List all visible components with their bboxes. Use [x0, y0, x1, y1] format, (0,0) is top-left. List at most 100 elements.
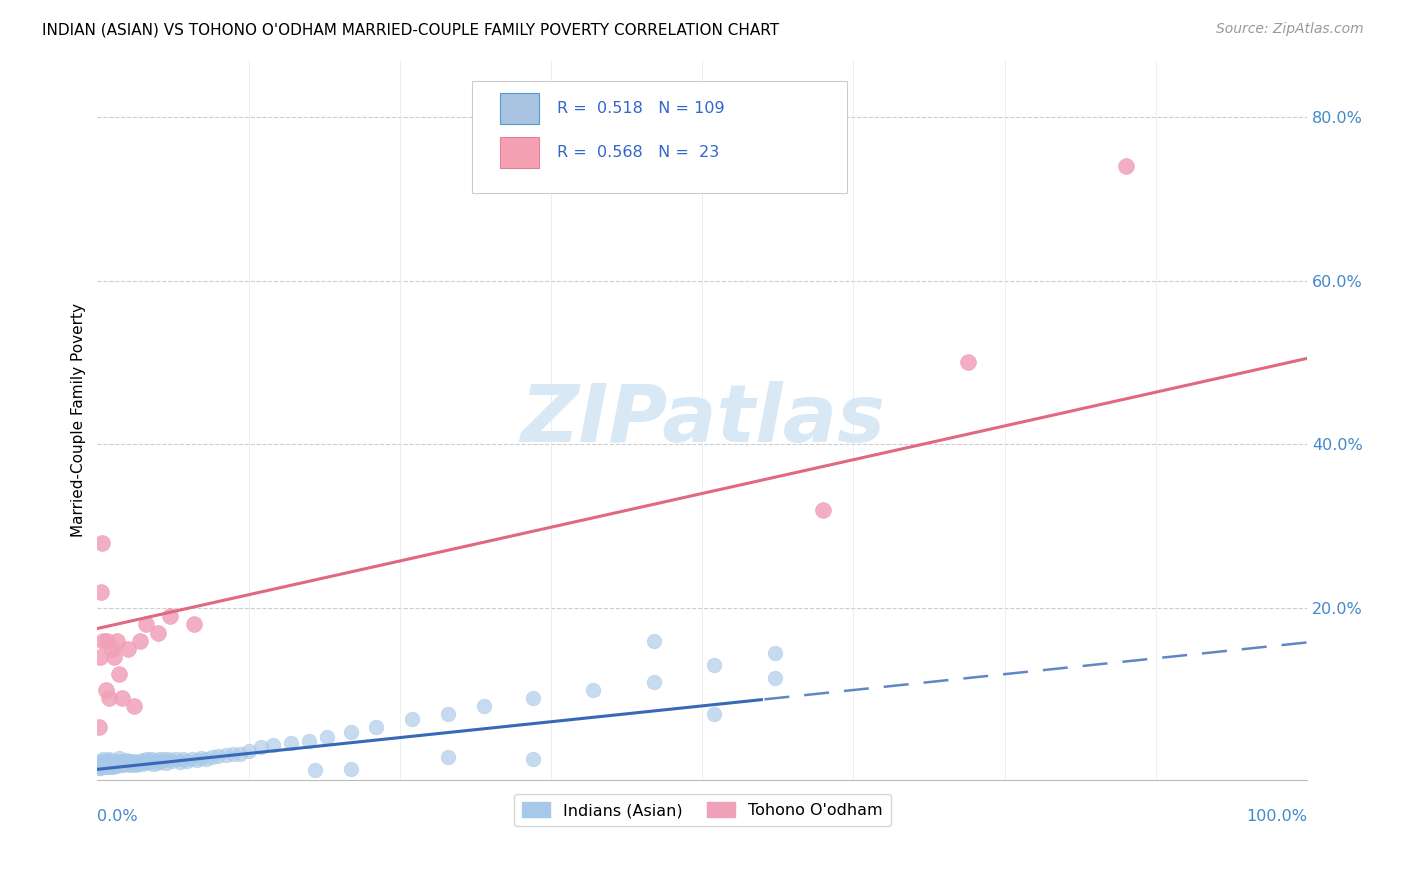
Point [139, 752, 162, 766]
Point [105, 759, 128, 773]
Point [89, 761, 111, 775]
FancyBboxPatch shape [472, 81, 848, 193]
Point [582, 682, 605, 697]
Point [97, 756, 120, 771]
Point [110, 756, 132, 770]
Point [195, 752, 218, 766]
Point [522, 752, 544, 766]
Point [108, 751, 131, 765]
Point [401, 712, 423, 726]
Point [129, 754, 152, 768]
Point [703, 707, 725, 722]
Point [97, 754, 120, 768]
Text: Source: ZipAtlas.com: Source: ZipAtlas.com [1216, 22, 1364, 37]
Point [94, 754, 117, 768]
Point [127, 757, 149, 772]
Point [90, 584, 112, 599]
Point [169, 755, 191, 769]
Point [180, 752, 202, 766]
Point [121, 757, 143, 772]
Point [957, 355, 980, 369]
Point [643, 674, 665, 689]
Point [148, 752, 170, 766]
Point [103, 650, 125, 665]
Point [91, 756, 114, 771]
Point [114, 757, 136, 772]
Point [96, 753, 118, 767]
Point [763, 671, 786, 685]
Point [104, 754, 127, 768]
Point [176, 754, 198, 768]
Point [101, 755, 124, 769]
Point [127, 755, 149, 769]
Point [763, 646, 786, 660]
Point [90, 759, 112, 773]
Point [172, 752, 194, 766]
Point [90, 756, 112, 771]
Point [304, 763, 326, 777]
Point [201, 750, 224, 764]
Point [103, 759, 125, 773]
Point [122, 699, 145, 714]
Text: R =  0.518   N = 109: R = 0.518 N = 109 [557, 102, 724, 117]
Point [89, 758, 111, 772]
Point [364, 720, 387, 734]
Text: 0.0%: 0.0% [97, 809, 138, 824]
Point [105, 633, 128, 648]
Point [145, 756, 167, 770]
Point [131, 757, 153, 772]
Point [316, 730, 339, 744]
Point [124, 758, 146, 772]
Point [105, 755, 128, 769]
Text: ZIPatlas: ZIPatlas [520, 381, 884, 458]
Point [128, 633, 150, 648]
Point [97, 760, 120, 774]
Point [222, 747, 245, 761]
Point [108, 666, 131, 681]
Point [138, 755, 160, 769]
Point [135, 756, 157, 770]
Text: R =  0.568   N =  23: R = 0.568 N = 23 [557, 145, 720, 160]
Point [94, 757, 117, 772]
Point [238, 744, 260, 758]
Point [93, 754, 115, 768]
Point [190, 751, 212, 765]
Point [103, 756, 125, 770]
Point [93, 755, 115, 769]
Point [162, 754, 184, 768]
Point [280, 736, 302, 750]
Legend: Indians (Asian), Tohono O'odham: Indians (Asian), Tohono O'odham [513, 794, 891, 826]
Point [153, 752, 176, 766]
Point [98, 759, 121, 773]
Point [93, 759, 115, 773]
Point [98, 691, 121, 706]
Point [522, 691, 544, 706]
Point [98, 756, 121, 770]
Point [159, 609, 181, 624]
Point [101, 756, 124, 771]
Point [340, 725, 363, 739]
Point [117, 756, 139, 771]
Point [262, 738, 284, 752]
Point [118, 758, 141, 772]
Point [157, 752, 180, 766]
Point [93, 756, 115, 771]
Point [249, 740, 271, 755]
Point [142, 756, 165, 771]
Point [100, 758, 122, 772]
Point [229, 747, 252, 761]
Point [101, 760, 124, 774]
Point [474, 699, 496, 714]
Point [117, 642, 139, 657]
Point [112, 754, 135, 768]
Point [107, 757, 129, 772]
Point [118, 754, 141, 768]
Point [150, 755, 173, 769]
Point [93, 752, 115, 766]
Point [132, 753, 155, 767]
Point [207, 749, 229, 764]
Point [101, 758, 124, 772]
Point [87, 761, 110, 775]
Point [110, 757, 132, 772]
Point [91, 535, 114, 549]
